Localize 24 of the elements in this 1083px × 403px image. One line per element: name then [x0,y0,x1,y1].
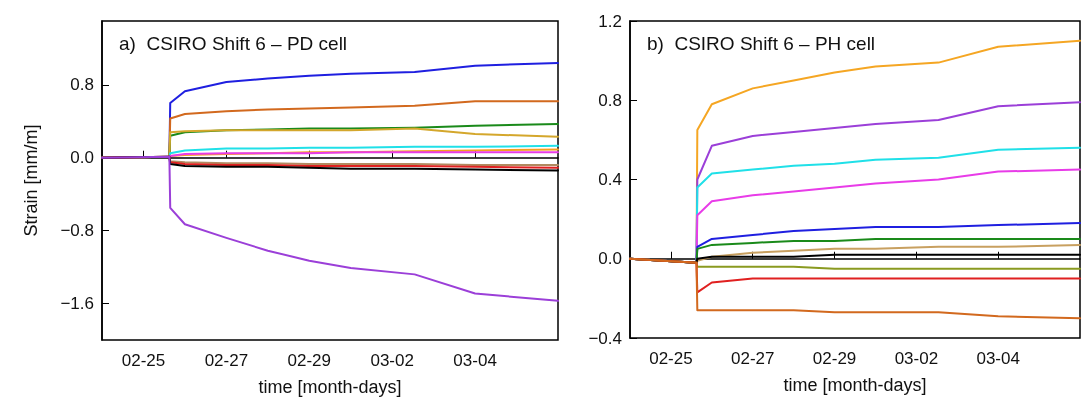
x-axis-title: time [month-days] [783,375,927,395]
y-axis-title: Strain [mm/m] [21,124,41,237]
x-tick-label: 02-29 [812,349,857,368]
y-tick-label: 0.0 [70,148,94,168]
x-tick-label: 02-29 [287,351,332,370]
text: b) CSIRO Shift 6 – PH cell [647,33,876,54]
y-tick-label: 0.8 [70,75,94,95]
text: a) CSIRO Shift 6 – PD cell [119,33,348,54]
y-tick-label: 0.4 [598,170,622,189]
x-tick-label: 02-27 [204,351,249,370]
y-tick-label: 0.8 [598,90,622,110]
y-tick-label: −0.8 [60,221,94,241]
x-tick-label: 02-25 [649,349,693,368]
x-tick-label: 03-04 [976,349,1020,368]
x-tick-label: 02-27 [730,349,775,368]
y-tick-label: −0.4 [588,328,622,348]
y-tick-label: 1.2 [598,11,622,31]
x-tick-label: 03-04 [453,351,497,370]
y-tick-label: −1.6 [60,294,94,314]
x-tick-label: 02-25 [121,351,166,370]
x-axis-title: time [month-days] [258,377,402,397]
x-tick-label: 03-02 [370,351,414,370]
x-tick-label: 03-02 [894,349,939,368]
y-tick-label: 0.0 [598,249,622,269]
